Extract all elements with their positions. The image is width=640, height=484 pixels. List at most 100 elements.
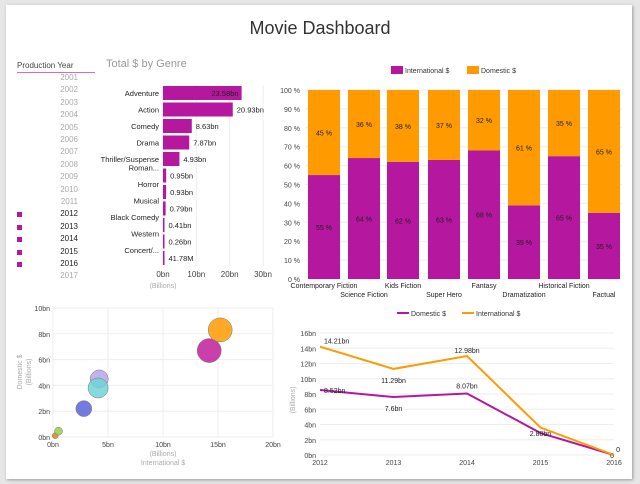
bar-domestic-5: [508, 90, 540, 206]
data-label: 11.29bn: [381, 378, 406, 385]
y-tick-label: 10bn: [300, 377, 316, 384]
x-axis-label: (Billions): [150, 283, 177, 290]
bar-Western: [163, 234, 165, 249]
slicer-item-2006[interactable]: 2006: [60, 135, 78, 144]
y-tick-label: 100 %: [280, 88, 300, 95]
y-tick-label: 70 %: [284, 145, 300, 152]
category-label: Super Hero: [426, 292, 462, 299]
slicer-item-2016[interactable]: 2016: [60, 259, 78, 268]
bar-international-3: [428, 159, 460, 279]
y-tick-label: 4bn: [38, 383, 50, 390]
data-label: 38 %: [395, 124, 411, 131]
y-tick-label: 12bn: [300, 362, 316, 369]
legend-label: Domestic $: [481, 68, 516, 75]
slicer-item-2004[interactable]: 2004: [60, 110, 78, 120]
y-tick-label: 0bn: [38, 435, 50, 442]
category-label: Black Comedy: [111, 213, 160, 222]
x-tick-label: 20bn: [221, 270, 239, 279]
x-tick-label: 5bn: [102, 442, 114, 449]
slicer-item-2012[interactable]: 2012: [60, 209, 78, 219]
bar-domestic-2: [387, 90, 419, 162]
category-label: Factual: [593, 292, 616, 299]
bubble-1: [54, 426, 63, 436]
y-tick-label: 50 %: [284, 183, 300, 190]
slicer-item-2011[interactable]: 2011: [60, 197, 78, 206]
y-tick-label: 10 %: [284, 258, 300, 265]
y-axis-label: Domestic $: [17, 354, 24, 389]
data-label: 37 %: [436, 123, 452, 130]
data-label: 65 %: [556, 216, 572, 223]
slicer-selected-marker: [17, 262, 22, 267]
category-label: Science Fiction: [340, 292, 388, 299]
bar-domestic-7: [588, 90, 620, 213]
bar-Concert/...: [163, 251, 165, 265]
slicer-item-2017[interactable]: 2017: [60, 271, 78, 281]
data-label: 14.21bn: [324, 339, 349, 346]
bar-Roman...: [163, 168, 167, 183]
data-label: 64 %: [356, 217, 372, 224]
legend-label: Domestic $: [411, 311, 446, 318]
slicer-item-2005[interactable]: 2005: [60, 122, 78, 132]
bar-domestic-4: [468, 90, 500, 151]
data-label: 55 %: [316, 225, 332, 232]
bar-international-1: [348, 158, 380, 279]
bar-international-5: [508, 205, 540, 279]
y-axis-sublabel: (Billions): [26, 359, 33, 386]
slicer-item-2013[interactable]: 2013: [60, 221, 78, 231]
legend-swatch-international: [391, 66, 403, 74]
data-label: 0.26bn: [169, 238, 192, 247]
data-label: 0: [616, 447, 620, 454]
x-tick-label: 0bn: [47, 442, 59, 449]
data-label: 36 %: [356, 122, 372, 129]
legend-swatch-domestic: [467, 66, 479, 74]
x-tick-label: 0bn: [156, 270, 169, 279]
slicer-item-2001[interactable]: 2001: [60, 73, 78, 82]
data-label: 45 %: [316, 131, 332, 138]
x-axis-label: International $: [141, 460, 185, 467]
data-label: 20.93bn: [237, 106, 264, 115]
y-tick-label: 8bn: [304, 392, 316, 399]
y-axis-label: (Billions): [290, 387, 297, 414]
category-label: Action: [138, 106, 159, 115]
category-label: Concert/...: [124, 246, 159, 255]
bar-Drama: [163, 135, 190, 150]
slicer-item-2007[interactable]: 2007: [60, 147, 78, 157]
bar-international-6: [548, 156, 580, 279]
data-label: 63 %: [436, 217, 452, 224]
category-label: Adventure: [125, 89, 159, 98]
bar-international-2: [387, 161, 419, 279]
x-tick-label: 2015: [533, 460, 549, 467]
slicer-item-2010[interactable]: 2010: [60, 184, 78, 194]
x-tick-label: 2012: [312, 460, 328, 467]
series-line-0: [319, 389, 615, 456]
slicer-item-2002[interactable]: 2002: [60, 85, 78, 95]
y-tick-label: 16bn: [300, 331, 316, 338]
category-label: Fantasy: [472, 283, 497, 290]
data-label: 0.41bn: [169, 221, 192, 230]
data-label: 39 %: [516, 240, 532, 247]
bar-Musical: [163, 201, 166, 216]
slicer-item-2008[interactable]: 2008: [60, 159, 78, 169]
data-label: 0.93bn: [170, 188, 193, 197]
data-label: 7.6bn: [385, 406, 403, 413]
slicer-item-2009[interactable]: 2009: [60, 172, 78, 182]
slicer-selected-marker: [17, 249, 22, 255]
x-tick-label: 15bn: [210, 442, 226, 449]
y-tick-label: 60 %: [284, 164, 300, 171]
y-tick-label: 6bn: [38, 358, 50, 365]
slicer-item-2003[interactable]: 2003: [60, 97, 78, 107]
page-title: Movie Dashboard: [249, 18, 391, 38]
x-tick-label: 20bn: [265, 442, 281, 449]
data-label: 0.79bn: [170, 205, 193, 214]
slicer-item-2014[interactable]: 2014: [60, 234, 78, 244]
data-label: 35 %: [556, 121, 572, 128]
slicer-item-2015[interactable]: 2015: [60, 246, 78, 256]
slicer-selected-marker: [17, 237, 22, 243]
bubble-5: [196, 338, 222, 363]
y-tick-label: 4bn: [304, 423, 316, 430]
bubble-4: [87, 377, 109, 399]
y-tick-label: 0bn: [304, 453, 316, 460]
category-label: Kids Fiction: [385, 283, 421, 290]
genre-chart-title: Total $ by Genre: [106, 58, 187, 70]
